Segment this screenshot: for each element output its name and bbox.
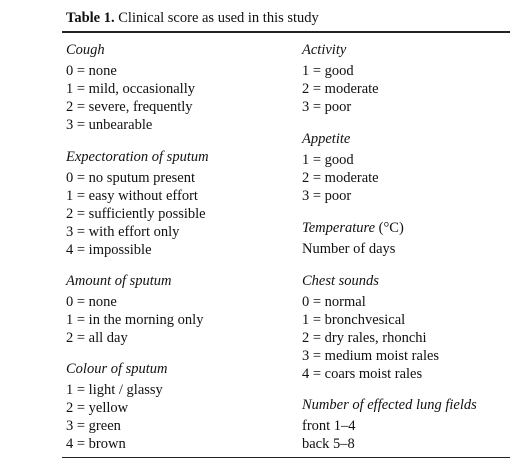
score-item: 4 = impossible [66,242,152,258]
score-item: 2 = moderate [302,81,379,97]
score-item: 4 = brown [66,436,126,452]
heading-text: Number of effected lung fields [302,397,477,413]
section-heading: Appetite [302,130,350,148]
score-item: 2 = all day [66,330,128,346]
section-heading: Expectoration of sputum [66,148,209,166]
score-item: 0 = none [66,294,117,310]
bottom-rule [62,457,510,458]
score-item: 4 = coars moist rales [302,366,423,382]
top-rule [62,31,510,33]
score-item: 2 = sufficiently possible [66,206,206,222]
score-item: 3 = with effort only [66,224,180,240]
score-item: back 5–8 [302,436,355,452]
title-label: Table 1. [66,10,115,26]
score-item: 2 = severe, frequently [66,99,193,115]
score-item: 3 = poor [302,99,352,115]
heading-text: Cough [66,42,105,58]
score-item: 1 = in the morning only [66,312,204,328]
score-item: Number of days [302,241,396,257]
heading-text: Chest sounds [302,273,379,289]
heading-text: Activity [302,42,347,58]
score-item: 3 = poor [302,188,352,204]
score-item: 1 = easy without effort [66,188,198,204]
section-heading: Colour of sputum [66,360,168,378]
score-item: 3 = medium moist rales [302,348,440,364]
score-item: front 1–4 [302,418,356,434]
section-heading: Activity [302,41,346,59]
table-title: Table 1. Clinical score as used in this … [66,9,319,27]
score-item: 1 = good [302,63,354,79]
title-text: Clinical score as used in this study [118,10,319,26]
heading-text: Colour of sputum [66,361,168,377]
score-item: 1 = good [302,152,354,168]
score-item: 1 = mild, occasionally [66,81,195,97]
section-heading: Number of effected lung fields [302,396,477,414]
score-item: 2 = moderate [302,170,379,186]
section-heading: Cough [66,41,105,59]
section-heading: Amount of sputum [66,272,172,290]
score-item: 3 = unbearable [66,117,153,133]
heading-text: Expectoration of sputum [66,149,209,165]
heading-text: Temperature [302,220,376,236]
heading-unit: (°C) [378,220,404,236]
section-heading: Chest sounds [302,272,379,290]
score-item: 1 = light / glassy [66,382,163,398]
score-item: 2 = dry rales, rhonchi [302,330,427,346]
score-item: 2 = yellow [66,400,129,416]
score-item: 0 = no sputum present [66,170,195,186]
score-item: 1 = bronchvesical [302,312,406,328]
score-item: 0 = none [66,63,117,79]
heading-text: Amount of sputum [66,273,172,289]
section-heading: Temperature (°C) [302,219,404,237]
heading-text: Appetite [302,131,351,147]
score-item: 3 = green [66,418,121,434]
score-item: 0 = normal [302,294,366,310]
